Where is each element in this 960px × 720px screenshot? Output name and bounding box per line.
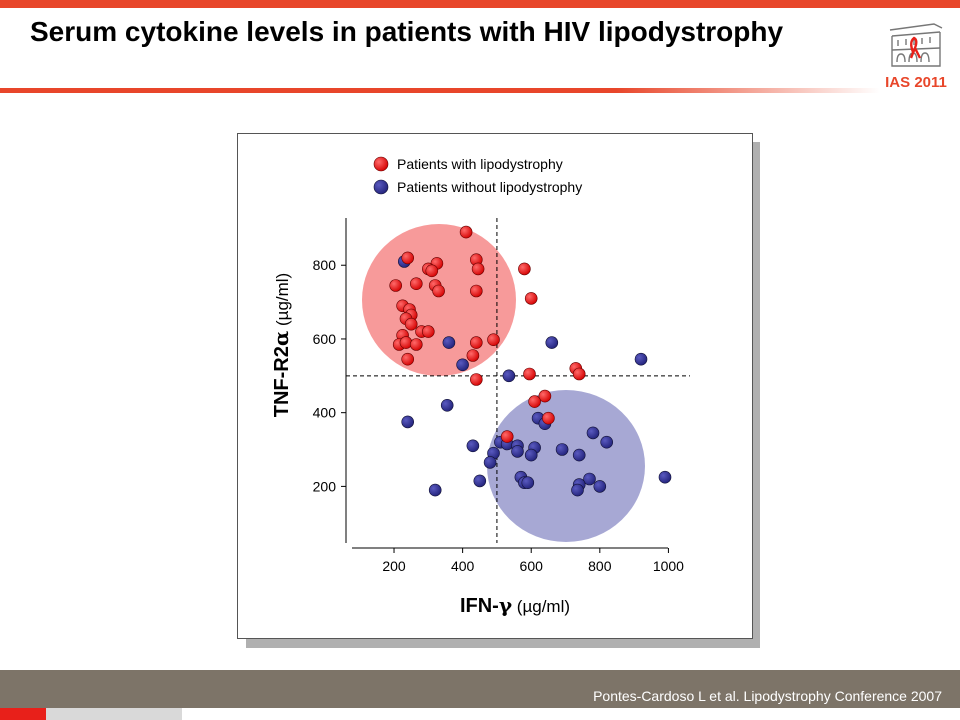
legend-marker-lipodystrophy: [373, 156, 389, 172]
point-no-lipodystrophy: [521, 476, 535, 490]
point-no-lipodystrophy: [583, 472, 596, 486]
point-no-lipodystrophy: [483, 456, 497, 469]
legend-label-no-lipodystrophy: Patients without lipodystrophy: [397, 179, 582, 195]
point-lipodystrophy: [466, 349, 480, 362]
bottom-grey-block: [46, 708, 182, 720]
point-lipodystrophy: [421, 325, 435, 338]
point-lipodystrophy: [389, 279, 403, 292]
point-lipodystrophy: [401, 251, 415, 265]
y-tick-label: 400: [313, 405, 337, 421]
point-lipodystrophy: [469, 336, 483, 349]
point-no-lipodystrophy: [502, 369, 516, 383]
point-lipodystrophy: [399, 336, 413, 349]
point-no-lipodystrophy: [401, 415, 415, 429]
point-lipodystrophy: [538, 389, 552, 403]
point-no-lipodystrophy: [586, 426, 600, 440]
y-axis-label: TNF-R2α (µg/ml): [269, 273, 293, 417]
point-no-lipodystrophy: [466, 439, 480, 453]
point-lipodystrophy: [471, 262, 485, 276]
point-no-lipodystrophy: [600, 435, 614, 449]
point-no-lipodystrophy: [555, 443, 569, 456]
point-lipodystrophy: [487, 333, 500, 347]
lipodystrophy-cluster: [362, 224, 516, 376]
x-axis-label-symbol: γ: [499, 593, 513, 617]
point-lipodystrophy: [401, 352, 415, 366]
legend-label-lipodystrophy: Patients with lipodystrophy: [397, 156, 563, 172]
x-tick-label: 400: [451, 558, 475, 574]
point-lipodystrophy: [523, 367, 536, 381]
footer-bar: Pontes-Cardoso L et al. Lipodystrophy Co…: [0, 670, 960, 708]
x-tick-label: 200: [382, 558, 406, 574]
point-lipodystrophy: [542, 411, 555, 425]
point-lipodystrophy: [459, 225, 473, 239]
point-no-lipodystrophy: [593, 480, 607, 493]
x-axis-label-main: IFN-: [460, 595, 499, 617]
point-lipodystrophy: [409, 277, 423, 291]
point-no-lipodystrophy: [572, 448, 586, 462]
point-lipodystrophy: [469, 284, 483, 298]
colosseum-icon: [889, 23, 943, 67]
y-axis-label-unit: (µg/ml): [273, 273, 292, 331]
point-lipodystrophy: [518, 262, 531, 276]
point-no-lipodystrophy: [658, 470, 672, 484]
point-no-lipodystrophy: [456, 358, 469, 372]
logo-text: IAS 2011: [885, 74, 947, 91]
point-no-lipodystrophy: [571, 483, 584, 497]
x-tick-label: 1000: [653, 558, 684, 574]
no-lipodystrophy-cluster: [487, 390, 645, 542]
point-no-lipodystrophy: [442, 336, 456, 349]
legend-marker-no-lipodystrophy: [373, 179, 389, 195]
point-no-lipodystrophy: [524, 448, 538, 462]
point-lipodystrophy: [469, 373, 483, 386]
citation-text: Pontes-Cardoso L et al. Lipodystrophy Co…: [593, 688, 942, 704]
point-lipodystrophy: [500, 430, 514, 443]
point-lipodystrophy: [425, 264, 439, 278]
point-lipodystrophy: [528, 395, 541, 408]
point-no-lipodystrophy: [634, 352, 648, 366]
top-accent-bar: [0, 0, 960, 8]
point-no-lipodystrophy: [545, 336, 559, 349]
x-tick-label: 800: [588, 558, 612, 574]
slide-title: Serum cytokine levels in patients with H…: [30, 16, 784, 47]
point-no-lipodystrophy: [511, 445, 524, 458]
x-axis-label-unit: (µg/ml): [512, 597, 570, 616]
y-axis-label-main: TNF-R2: [271, 346, 293, 417]
ias-logo: IAS 2011: [884, 18, 948, 96]
x-tick-label: 600: [520, 558, 544, 574]
x-axis-label: IFN-γ (µg/ml): [460, 593, 570, 617]
y-tick-label: 800: [313, 257, 337, 273]
point-lipodystrophy: [572, 367, 586, 381]
point-lipodystrophy: [432, 284, 445, 298]
point-no-lipodystrophy: [473, 474, 487, 488]
point-lipodystrophy: [404, 317, 418, 331]
title-underline: [0, 88, 880, 93]
point-lipodystrophy: [409, 338, 423, 351]
y-tick-label: 200: [313, 478, 337, 494]
point-lipodystrophy: [524, 292, 538, 305]
y-axis-label-symbol: α: [269, 331, 293, 346]
y-tick-label: 600: [313, 331, 337, 347]
chart-frame: [237, 133, 753, 639]
point-no-lipodystrophy: [428, 483, 442, 497]
point-no-lipodystrophy: [440, 398, 454, 412]
bottom-red-block: [0, 708, 46, 720]
